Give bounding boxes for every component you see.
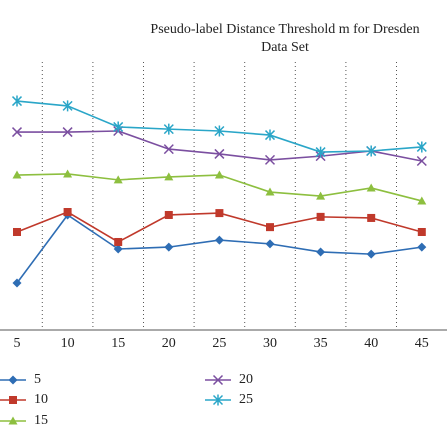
marker [8, 375, 18, 385]
marker [264, 154, 276, 165]
marker [266, 223, 274, 232]
marker [316, 212, 325, 221]
marker [164, 242, 174, 252]
marker [214, 148, 225, 159]
marker [62, 100, 73, 112]
marker [62, 127, 73, 138]
series-line [16, 213, 422, 284]
marker [63, 208, 72, 217]
x-tick-label: 35 [314, 336, 328, 351]
x-tick-label: 5 [14, 336, 21, 351]
marker [113, 244, 123, 254]
marker [63, 169, 73, 178]
marker [366, 183, 376, 192]
marker [212, 394, 224, 406]
legend-label: 5 [34, 372, 41, 387]
marker [265, 239, 275, 249]
marker [113, 175, 123, 184]
marker [164, 172, 174, 181]
marker [316, 247, 326, 257]
marker [163, 123, 174, 135]
legend-label: 15 [34, 413, 48, 428]
chart-title: Pseudo-label Distance Threshold m for Dr… [150, 22, 419, 37]
marker [214, 235, 224, 245]
marker [9, 396, 17, 404]
marker [316, 191, 326, 200]
x-tick-label: 15 [111, 336, 125, 351]
marker [214, 170, 224, 179]
marker [265, 187, 275, 196]
marker [114, 237, 123, 246]
legend-label: 10 [34, 392, 48, 407]
marker [417, 242, 427, 252]
marker [315, 146, 326, 158]
marker [366, 249, 376, 259]
marker [366, 145, 377, 157]
marker [212, 374, 224, 386]
marker [13, 227, 21, 236]
chart-title: Data Set [261, 40, 309, 55]
legend-label: 25 [239, 392, 253, 407]
marker [164, 210, 173, 219]
x-tick-label: 30 [263, 336, 277, 351]
x-tick-label: 25 [212, 336, 226, 351]
x-tick-label: 45 [415, 336, 429, 351]
legend-label: 20 [239, 372, 253, 387]
marker [417, 196, 427, 205]
marker [12, 278, 22, 288]
marker [417, 227, 426, 236]
marker [8, 416, 18, 425]
marker [11, 95, 23, 107]
marker [214, 125, 225, 137]
marker [215, 209, 224, 218]
marker [163, 144, 174, 155]
marker [367, 213, 376, 222]
marker [12, 170, 22, 179]
x-tick-label: 40 [364, 336, 378, 351]
x-tick-label: 10 [61, 336, 75, 351]
marker [416, 141, 427, 153]
marker [113, 121, 124, 133]
marker [11, 127, 23, 138]
x-tick-label: 20 [162, 336, 176, 351]
marker [416, 155, 427, 167]
marker [264, 129, 276, 141]
